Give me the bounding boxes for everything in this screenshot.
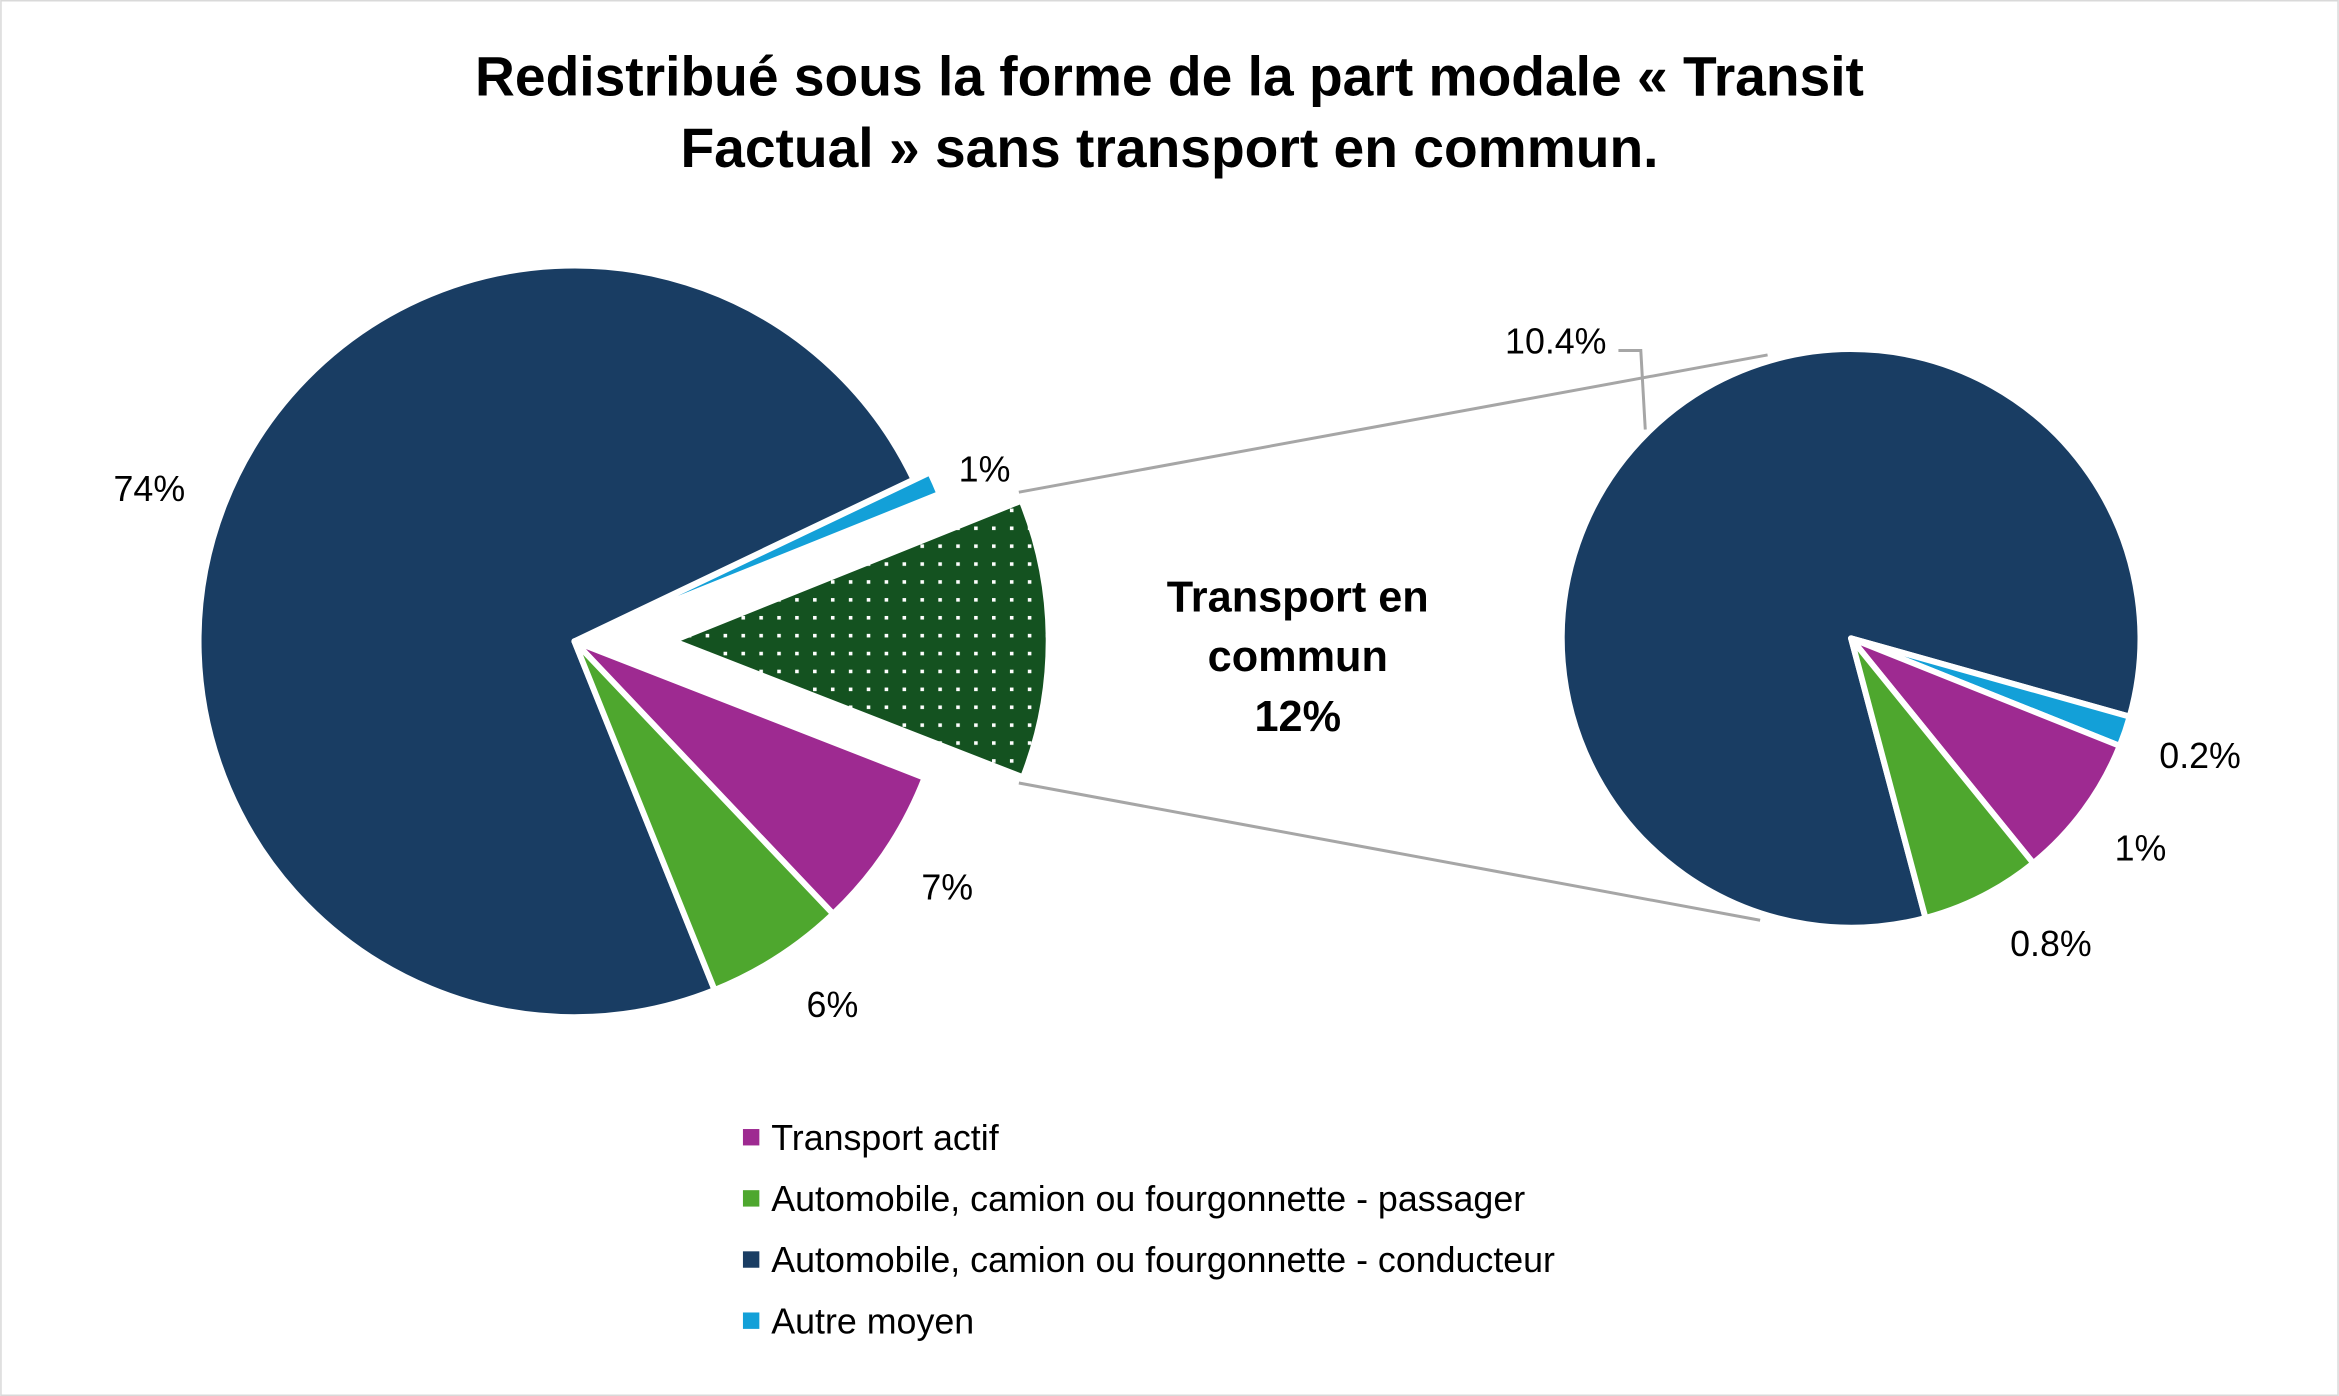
label-leader-line — [1618, 349, 1647, 430]
transit-label-value: 12% — [1254, 693, 1341, 741]
sub-label-autre: 0.2% — [2159, 736, 2241, 776]
pie-slice-transport-actif — [1848, 635, 2123, 867]
data-label-conducteur: 74% — [114, 469, 186, 509]
sub-label-transport-actif: 1% — [2115, 829, 2167, 869]
legend-item-transport-actif: Transport actif — [742, 1118, 999, 1158]
main-pie-labels: 74% 1% 7% 6% — [114, 450, 1011, 1025]
transit-label-line-2: commun — [1208, 633, 1388, 681]
legend-swatch — [742, 1129, 760, 1146]
connector-line-bottom — [1018, 781, 1761, 922]
legend-swatch — [742, 1312, 760, 1329]
transit-label: Transport en commun 12% — [1167, 573, 1429, 740]
chart-title-line-1: Redistribué sous la forme de la part mod… — [475, 45, 1864, 107]
legend-label: Automobile, camion ou fourgonnette - con… — [771, 1240, 1555, 1280]
legend-item-passager: Automobile, camion ou fourgonnette - pas… — [742, 1179, 1525, 1219]
pie-slice-passager — [1848, 635, 2037, 921]
pie-slice-transport-actif — [571, 638, 928, 917]
sub-label-passager: 0.8% — [2010, 924, 2092, 964]
main-pie — [195, 262, 1052, 1021]
data-label-passager: 6% — [807, 985, 859, 1025]
pie-slice-autre — [587, 469, 943, 638]
breakdown-pie — [1558, 346, 2144, 931]
pie-slice-conducteur — [195, 262, 917, 1021]
chart-title-line-2: Factual » sans transport en commun. — [680, 117, 1658, 179]
legend-label: Autre moyen — [771, 1301, 974, 1341]
legend-label: Automobile, camion ou fourgonnette - pas… — [771, 1179, 1525, 1219]
transit-label-line-1: Transport en — [1167, 573, 1429, 621]
connector-lines — [1018, 349, 1768, 922]
data-label-transport-actif: 7% — [921, 867, 973, 907]
breakdown-pie-labels: 10.4% 0.2% 1% 0.8% — [1505, 321, 2241, 964]
legend: Transport actif Automobile, camion ou fo… — [742, 1118, 1555, 1341]
pie-slice-passager — [571, 638, 837, 994]
sub-label-conducteur: 10.4% — [1505, 321, 1606, 361]
legend-item-autre: Autre moyen — [742, 1301, 974, 1341]
data-label-autre: 1% — [959, 450, 1011, 490]
pie-slice-transport-en-commun — [669, 497, 1052, 781]
legend-item-conducteur: Automobile, camion ou fourgonnette - con… — [742, 1240, 1555, 1280]
legend-swatch — [742, 1190, 760, 1207]
legend-swatch — [742, 1251, 760, 1268]
legend-label: Transport actif — [771, 1118, 998, 1158]
